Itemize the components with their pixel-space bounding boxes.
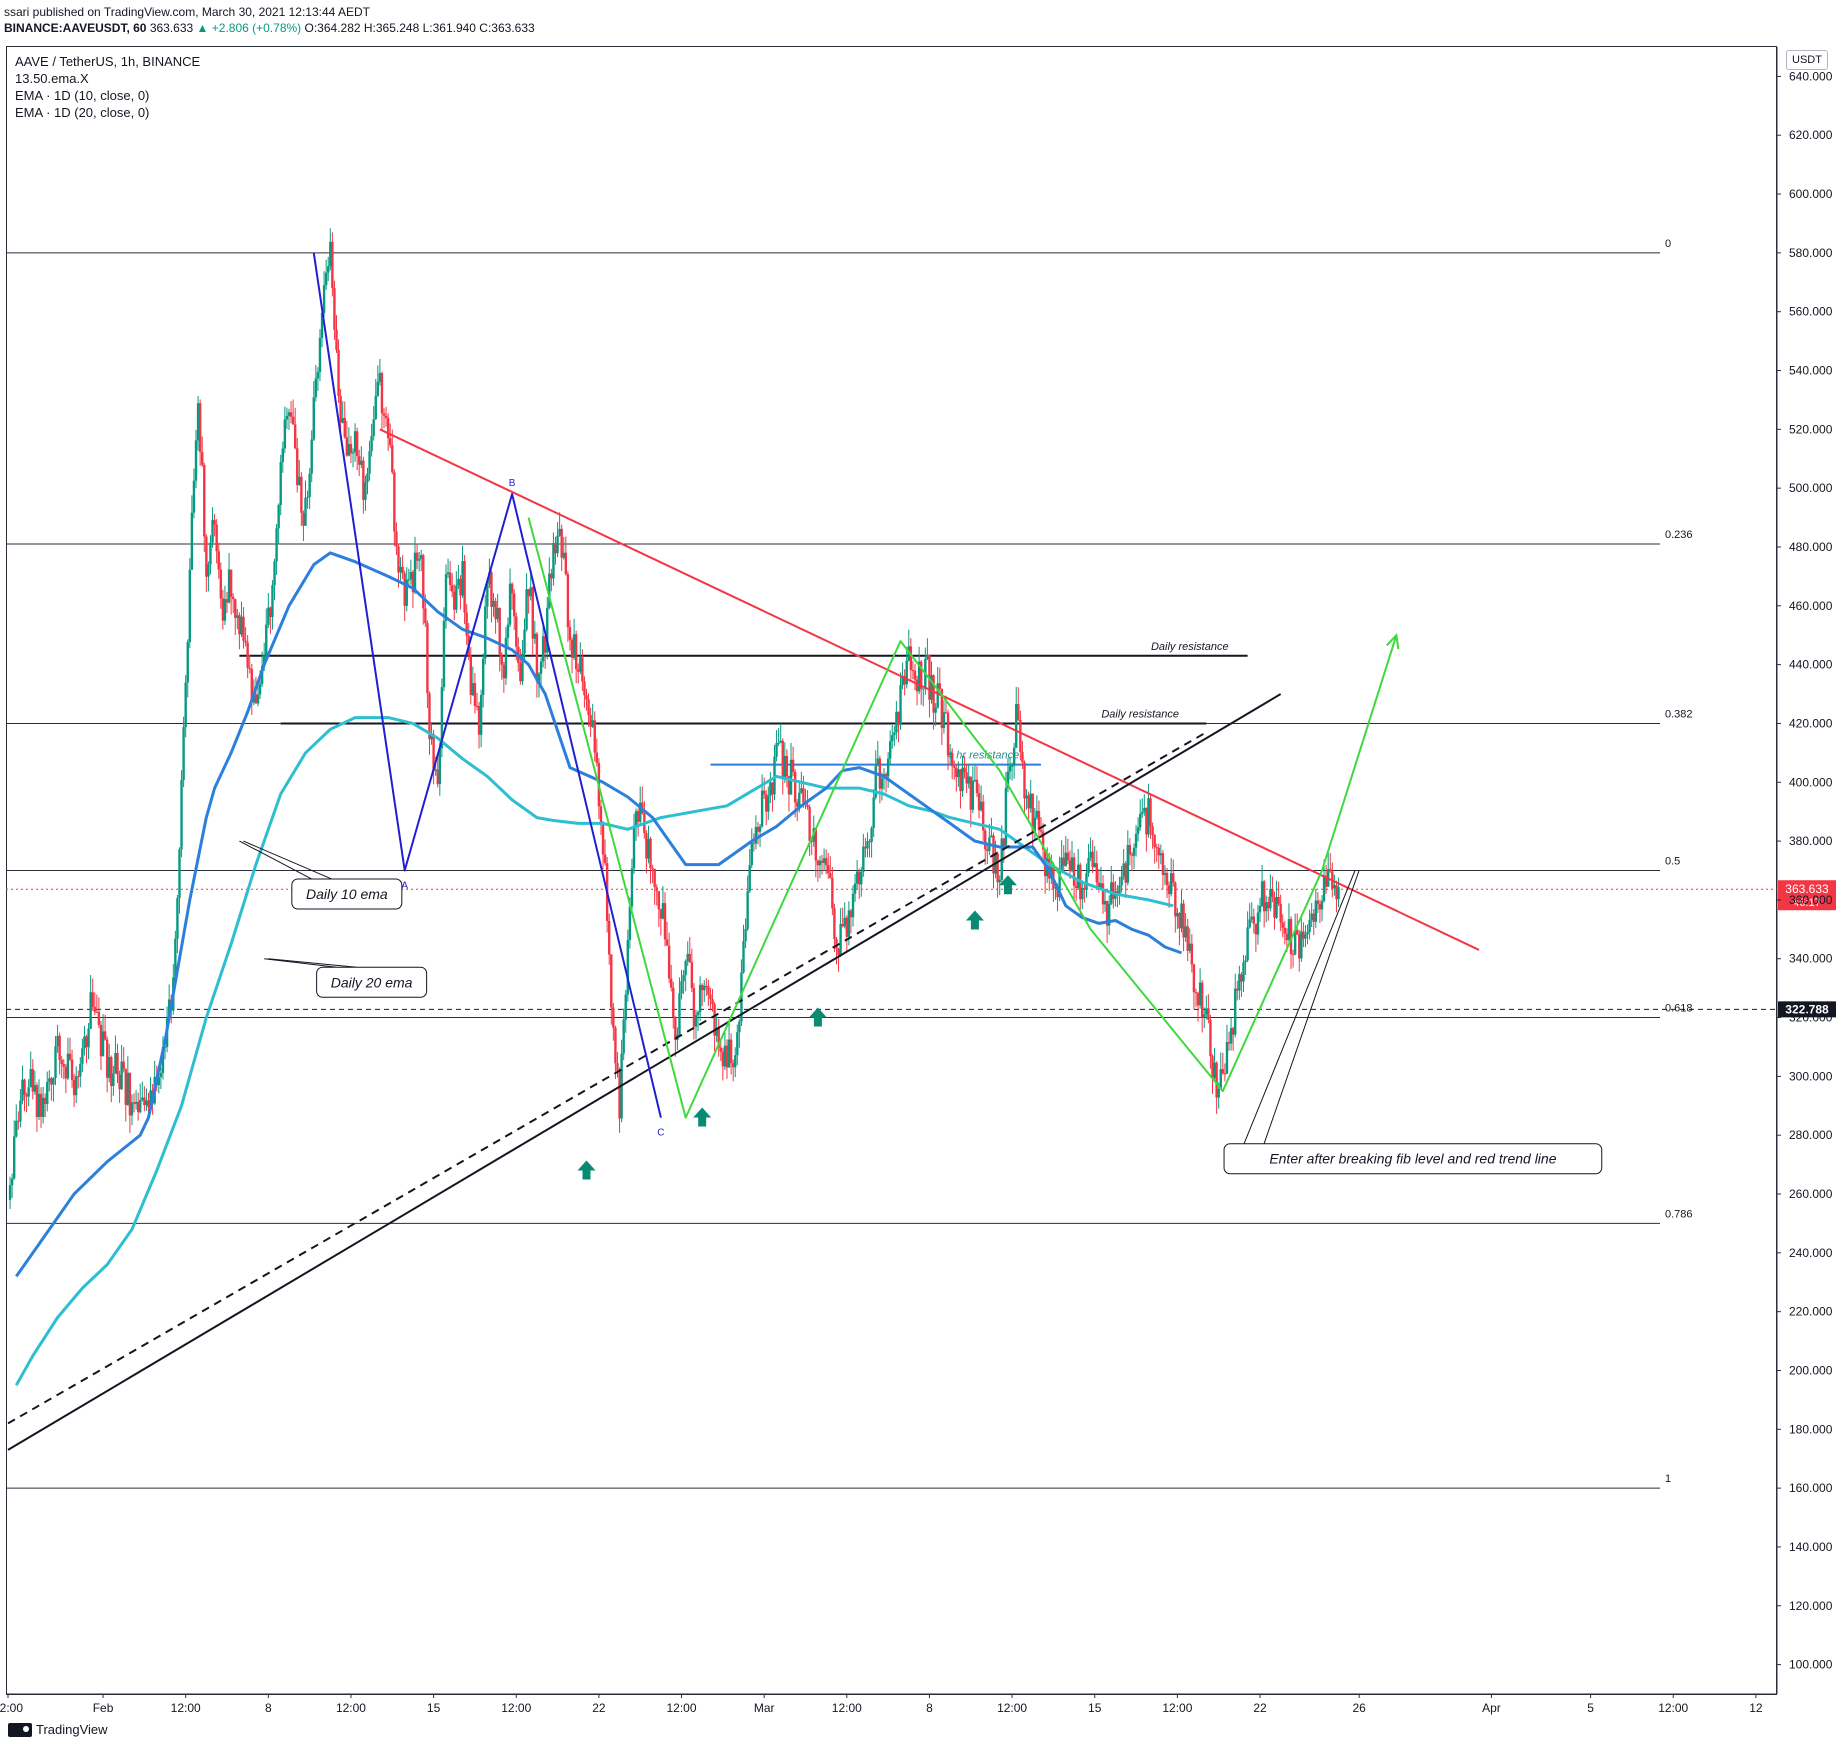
tradingview-logo-icon bbox=[8, 1722, 32, 1737]
x-tick-label-3: 8 bbox=[265, 1701, 272, 1715]
y-tick-label-3: 160.000 bbox=[1789, 1481, 1833, 1495]
marked-level-tag bbox=[1778, 1001, 1836, 1018]
y-tick-label-23: 560.000 bbox=[1789, 305, 1833, 319]
y-tick-label-16: 420.000 bbox=[1789, 716, 1833, 730]
y-tick-label-22: 540.000 bbox=[1789, 364, 1833, 378]
x-tick-label-19: 12:00 bbox=[1658, 1701, 1688, 1715]
x-tick-label-8: 12:00 bbox=[667, 1701, 697, 1715]
last-price-tag-value: 363.633 bbox=[1785, 882, 1829, 896]
publisher-header: ssari published on TradingView.com, Marc… bbox=[4, 4, 535, 36]
legend-title[interactable]: AAVE / TetherUS, 1h, BINANCE bbox=[15, 54, 201, 69]
y-tick-label-25: 600.000 bbox=[1789, 187, 1833, 201]
currency-button[interactable]: USDT bbox=[1786, 50, 1828, 70]
x-tick-label-7: 22 bbox=[592, 1701, 606, 1715]
x-tick-label-6: 12:00 bbox=[501, 1701, 531, 1715]
tradingview-brand[interactable]: TradingView bbox=[8, 1722, 108, 1737]
y-tick-label-10: 300.000 bbox=[1789, 1069, 1833, 1083]
y-tick-label-5: 200.000 bbox=[1789, 1363, 1833, 1377]
legend-indicator-ema-x[interactable]: 13.50.ema.X bbox=[15, 71, 89, 86]
y-tick-label-21: 520.000 bbox=[1789, 422, 1833, 436]
x-tick-label-16: 26 bbox=[1353, 1701, 1367, 1715]
y-tick-label-27: 640.000 bbox=[1789, 69, 1833, 83]
x-tick-label-18: 5 bbox=[1587, 1701, 1594, 1715]
marked-level-value: 322.788 bbox=[1785, 1002, 1829, 1016]
y-tick-label-24: 580.000 bbox=[1789, 246, 1833, 260]
x-tick-label-17: Apr bbox=[1482, 1701, 1501, 1715]
y-tick-label-18: 460.000 bbox=[1789, 599, 1833, 613]
ohlc-values: O:364.282 H:365.248 L:361.940 C:363.633 bbox=[304, 21, 535, 35]
x-tick-label-10: 12:00 bbox=[832, 1701, 862, 1715]
x-tick-label-11: 8 bbox=[926, 1701, 933, 1715]
legend-indicator-ema-10[interactable]: EMA · 1D (10, close, 0) bbox=[15, 88, 150, 103]
x-tick-label-0: 12:00 bbox=[0, 1701, 23, 1715]
x-tick-label-14: 12:00 bbox=[1162, 1701, 1192, 1715]
y-tick-label-19: 480.000 bbox=[1789, 540, 1833, 554]
y-tick-label-17: 440.000 bbox=[1789, 658, 1833, 672]
y-tick-label-15: 400.000 bbox=[1789, 775, 1833, 789]
x-tick-label-12: 12:00 bbox=[997, 1701, 1027, 1715]
y-tick-label-7: 240.000 bbox=[1789, 1246, 1833, 1260]
quote-line: BINANCE:AAVEUSDT, 60 363.633 ▲ +2.806 (+… bbox=[4, 20, 535, 36]
y-tick-label-0: 100.000 bbox=[1789, 1658, 1833, 1672]
y-tick-label-26: 620.000 bbox=[1789, 128, 1833, 142]
x-tick-label-9: Mar bbox=[754, 1701, 775, 1715]
y-tick-label-12: 340.000 bbox=[1789, 952, 1833, 966]
y-tick-label-11: 320.000 bbox=[1789, 1011, 1833, 1025]
x-tick-label-15: 22 bbox=[1253, 1701, 1267, 1715]
change-value: ▲ +2.806 (+0.78%) bbox=[196, 21, 302, 35]
y-tick-label-14: 380.000 bbox=[1789, 834, 1833, 848]
last-price-value: 363.633 bbox=[149, 21, 194, 35]
y-tick-label-20: 500.000 bbox=[1789, 481, 1833, 495]
publisher-line: ssari published on TradingView.com, Marc… bbox=[4, 5, 370, 19]
legend-indicator-ema-20[interactable]: EMA · 1D (20, close, 0) bbox=[15, 105, 150, 120]
x-tick-label-2: 12:00 bbox=[171, 1701, 201, 1715]
y-tick-label-6: 220.000 bbox=[1789, 1305, 1833, 1319]
chart-legend: AAVE / TetherUS, 1h, BINANCE 13.50.ema.X… bbox=[15, 53, 200, 121]
y-tick-label-9: 280.000 bbox=[1789, 1128, 1833, 1142]
y-tick-label-1: 120.000 bbox=[1789, 1599, 1833, 1613]
y-tick-label-8: 260.000 bbox=[1789, 1187, 1833, 1201]
x-tick-label-20: 12 bbox=[1749, 1701, 1763, 1715]
y-tick-label-13: 360.000 bbox=[1789, 893, 1833, 907]
x-tick-label-1: Feb bbox=[93, 1701, 114, 1715]
x-tick-label-4: 12:00 bbox=[336, 1701, 366, 1715]
y-tick-label-2: 140.000 bbox=[1789, 1540, 1833, 1554]
chart-frame[interactable] bbox=[6, 46, 1777, 1695]
symbol-label: BINANCE:AAVEUSDT, 60 bbox=[4, 21, 147, 35]
x-tick-label-5: 15 bbox=[427, 1701, 441, 1715]
y-tick-label-4: 180.000 bbox=[1789, 1422, 1833, 1436]
last-price-countdown: 46:17 bbox=[1793, 897, 1821, 909]
last-price-tag bbox=[1778, 880, 1836, 911]
brand-label: TradingView bbox=[36, 1722, 108, 1737]
x-tick-label-13: 15 bbox=[1088, 1701, 1102, 1715]
